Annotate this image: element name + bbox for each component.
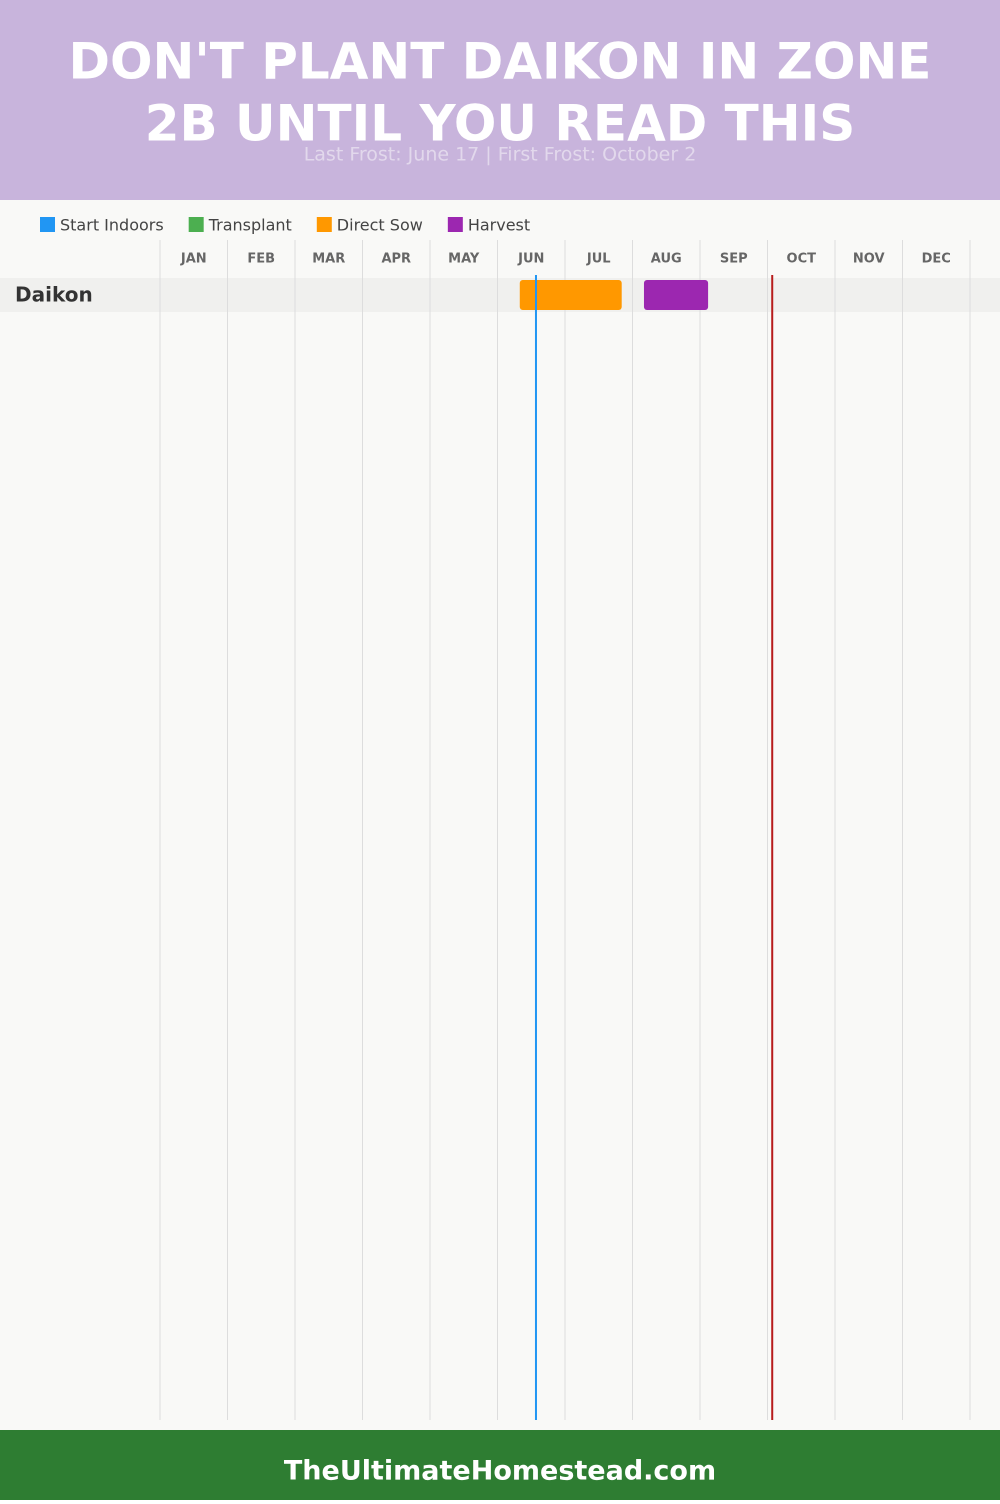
month-label: JAN — [180, 252, 207, 267]
range-bar — [519, 280, 622, 310]
legend-swatch — [447, 217, 463, 232]
row-label: Daikon — [15, 283, 93, 307]
month-label: MAY — [448, 252, 480, 267]
month-label: JUN — [517, 252, 544, 267]
subtitle: Last Frost: June 17 | First Frost: Octob… — [304, 144, 697, 166]
month-label: AUG — [651, 252, 682, 267]
legend-swatch — [316, 217, 332, 232]
legend-swatch — [188, 217, 204, 232]
footer-bg — [0, 1430, 1000, 1500]
month-label: NOV — [853, 252, 885, 267]
month-label: SEP — [720, 252, 748, 267]
legend-swatch — [40, 217, 55, 232]
footer-text: TheUltimateHomestead.com — [284, 1456, 716, 1487]
month-label: DEC — [922, 252, 951, 267]
month-label: JUL — [586, 252, 611, 267]
header-bg — [0, 0, 1000, 200]
legend-label: Transplant — [208, 216, 292, 235]
legend-label: Start Indoors — [60, 216, 164, 235]
month-label: APR — [381, 252, 411, 267]
month-label: FEB — [247, 252, 275, 267]
legend-label: Harvest — [468, 216, 530, 235]
month-label: MAR — [312, 252, 345, 267]
legend-label: Direct Sow — [337, 216, 423, 235]
body-bg — [0, 200, 1000, 1430]
range-bar — [643, 280, 709, 310]
month-label: OCT — [787, 252, 817, 267]
title-line: DON'T PLANT DAIKON IN ZONE — [69, 33, 932, 91]
row-bg — [0, 278, 1000, 312]
title-line: 2B UNTIL YOU READ THIS — [145, 95, 856, 153]
